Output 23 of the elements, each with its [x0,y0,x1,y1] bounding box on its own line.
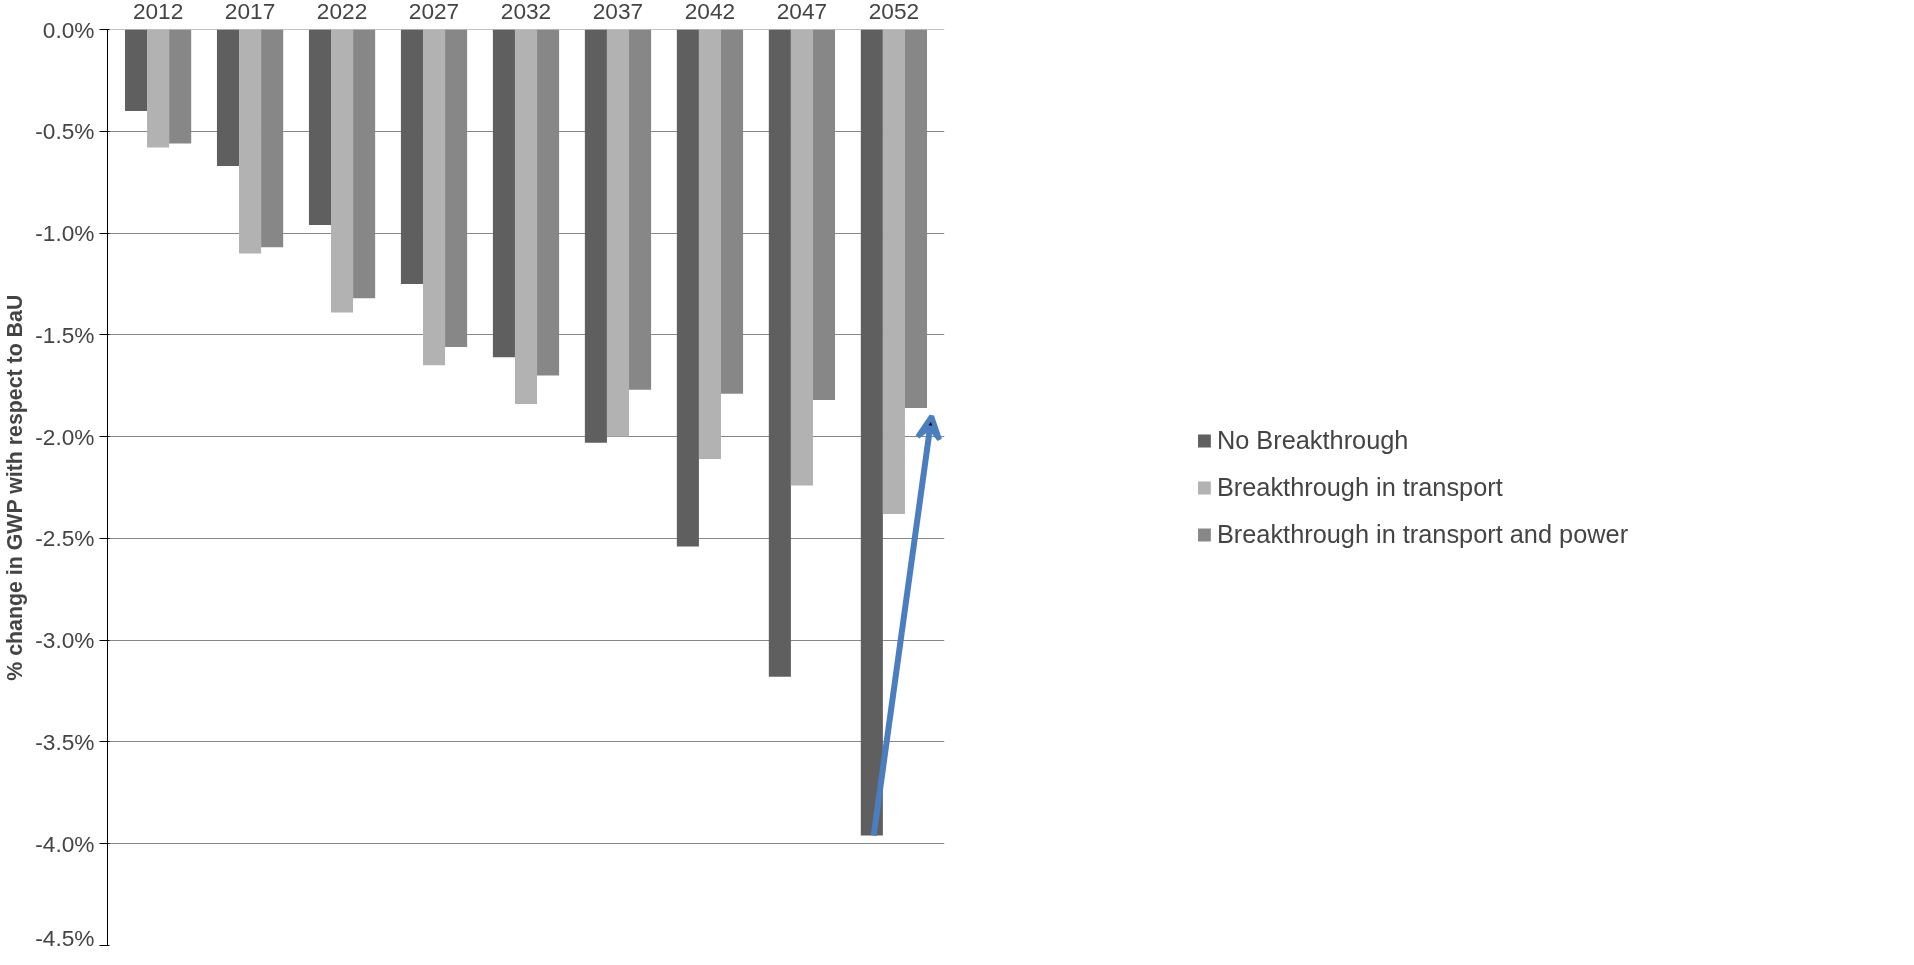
x-tick-label: 2037 [592,0,644,24]
x-tick-label: 2012 [132,0,184,24]
y-tick-label: -2.5% [35,525,95,552]
legend-label: Breakthrough in transport [1216,472,1503,502]
y-tick-label: -4.0% [35,830,95,857]
y-tick-label: -2.0% [35,423,95,450]
x-tick-label: 2027 [408,0,460,24]
y-tick-label: -3.5% [35,728,95,755]
y-tick-label: 0.0% [42,16,95,43]
y-tick-label: -0.5% [35,118,95,145]
y-tick-label: -4.5% [35,924,95,951]
x-tick-label: 2042 [684,0,736,24]
y-tick-label: -1.0% [35,220,95,247]
x-tick-label: 2032 [500,0,552,24]
x-tick-label: 2047 [776,0,828,24]
legend-label: Breakthrough in transport and power [1216,519,1629,549]
legend-label: No Breakthrough [1216,425,1409,455]
y-axis-title: % change in GWP with respect to BaU [3,294,28,681]
x-tick-label: 2052 [868,0,920,24]
x-tick-label: 2022 [316,0,368,24]
y-tick-label: -1.5% [35,321,95,348]
x-tick-label: 2017 [224,0,276,24]
y-tick-label: -3.0% [35,627,95,654]
